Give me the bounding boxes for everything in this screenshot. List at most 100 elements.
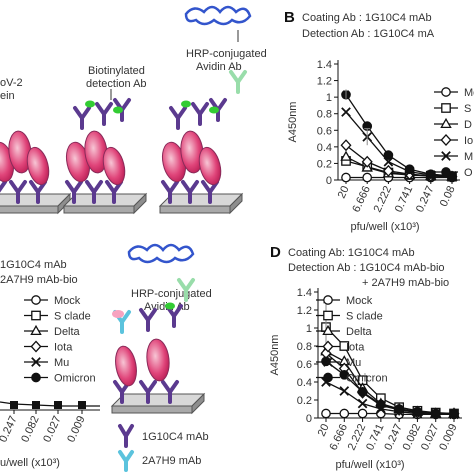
series-line <box>345 111 453 177</box>
plate-side <box>191 392 205 415</box>
panel-b-header-line1: Coating Ab : 1G10C4 mAb <box>302 12 432 24</box>
data-point <box>430 408 441 419</box>
panel-c-header-line1: 1G10C4 mAb <box>0 259 67 271</box>
legend-marker <box>441 103 451 113</box>
legend-label: Delta <box>346 326 373 338</box>
chart-legend: Mo SD Io MO <box>434 87 474 179</box>
legend-marker <box>323 357 333 367</box>
spike-protein <box>102 146 126 186</box>
plate-surface <box>62 193 148 207</box>
y-tick-label: 0.6 <box>297 359 312 371</box>
panel-d-header-line3: + 2A7H9 mAb-bio <box>362 277 449 289</box>
y-tick-label: 0 <box>326 175 332 187</box>
data-point <box>341 107 351 117</box>
biotin-tag <box>113 106 123 114</box>
data-point <box>383 150 394 160</box>
biotin-tag <box>165 302 175 310</box>
y-tick-label: 0.6 <box>317 125 332 137</box>
schematic-bottom: HRP-conjugated Avidin Ab 1G10C4 mAb 2A7H… <box>110 243 212 472</box>
y-tick-label: 0 <box>306 413 312 425</box>
legend-marker <box>441 151 451 161</box>
legend-marker <box>441 167 451 177</box>
panel-c-legend: Mock S clade Delta Iota Mu Omicron <box>24 295 96 385</box>
chart-legend: Mock S clade Delta Iota Mu Omicron <box>316 295 388 385</box>
data-point <box>54 401 62 409</box>
data-point <box>362 172 373 183</box>
x-tick-label: 0.247 <box>0 414 20 444</box>
legend-marker <box>323 310 333 321</box>
panel-b-header-line2: Detection Ab : 1G10C4 mA <box>302 28 435 40</box>
y-tick-label: 0.8 <box>317 109 332 121</box>
data-point <box>394 404 404 414</box>
legend-1g10c4-icon <box>118 424 134 448</box>
data-point <box>339 369 350 380</box>
antigen-label-line2: ein <box>0 90 15 102</box>
y-axis-label: A450nm <box>269 335 281 376</box>
biotinylated-label-line2: detection Ab <box>86 78 147 90</box>
legend-marker <box>30 324 42 336</box>
legend-label: S clade <box>346 311 383 323</box>
spike-protein <box>146 338 170 382</box>
panel-c-partial: 1G10C4 mAb 2A7H9 mAb-bio Mock S clade Delt… <box>0 259 100 469</box>
data-point <box>361 155 373 168</box>
legend-marker <box>441 87 451 97</box>
panel-c-xlabel: u/well (x10³) <box>0 457 60 469</box>
y-tick-label: 1.2 <box>297 305 312 317</box>
legend-label: Iota <box>54 342 73 354</box>
data-point <box>341 172 351 183</box>
y-tick-label: 1.4 <box>297 287 312 299</box>
legend-label: M <box>464 151 473 163</box>
detection-antibody-1g10c4 <box>139 308 157 332</box>
panel-c-header-line2: 2A7H9 mAb-bio <box>0 274 78 286</box>
x-tick-label: 0.247 <box>414 184 437 214</box>
x-axis-label: pfu/well (x10³) <box>350 221 419 233</box>
hrp-enzyme-icon-bottom <box>127 243 195 264</box>
legend-marker <box>31 357 41 367</box>
legend-marker <box>322 340 334 353</box>
legend-label: Omicron <box>54 373 96 385</box>
x-tick-label: 2.222 <box>372 184 395 214</box>
panel-b-label: B <box>284 9 295 26</box>
data-point <box>340 139 352 152</box>
panel-d-header-line2: Detection Ab : 1G10C4 mAb-bio <box>288 262 445 274</box>
avidin-antibody <box>229 70 247 94</box>
legend-label: Mock <box>346 295 373 307</box>
detection-antibody <box>95 102 113 126</box>
biotin-tag <box>85 100 95 108</box>
legend-marker <box>440 133 452 147</box>
x-tick-label: 20 <box>336 184 352 200</box>
panel-d-header-line1: Coating Ab: 1G10C4 mAb <box>288 247 415 259</box>
legend-marker <box>322 324 334 336</box>
spike-protein <box>198 146 222 186</box>
legend-label: Delta <box>54 326 81 338</box>
series-omicron <box>321 356 459 419</box>
y-tick-label: 1 <box>306 323 312 335</box>
x-tick-label: 0.082 <box>19 414 42 444</box>
legend-label: S clade <box>54 311 91 323</box>
spike-protein <box>26 146 50 186</box>
legend-label: Omicron <box>346 373 388 385</box>
hrp-label-line2: Avidin Ab <box>196 61 242 73</box>
hrp-enzyme-icon <box>184 5 252 26</box>
y-tick-label: 0.2 <box>297 395 312 407</box>
data-point <box>78 401 86 409</box>
schematic-top: oV-2 ein Biotinylated detection Ab HRP-c… <box>0 5 267 215</box>
legend-label: Io <box>464 135 473 147</box>
hrp-label-bottom-line1: HRP-conjugated <box>131 288 212 300</box>
data-point <box>382 164 394 177</box>
plate-surface <box>110 393 206 407</box>
data-point <box>412 406 423 417</box>
legend-marker <box>440 117 452 129</box>
plate-edge <box>63 205 135 214</box>
legend-label: Iota <box>346 342 365 354</box>
data-point <box>340 150 352 161</box>
avidin-antibody <box>177 278 195 302</box>
capture-antibody <box>139 380 157 404</box>
data-point <box>376 399 386 410</box>
biotin-tag <box>181 100 191 108</box>
data-point <box>32 401 40 409</box>
data-point <box>339 386 350 396</box>
detection-antibody <box>191 102 209 126</box>
y-axis-label: A450nm <box>287 102 299 143</box>
